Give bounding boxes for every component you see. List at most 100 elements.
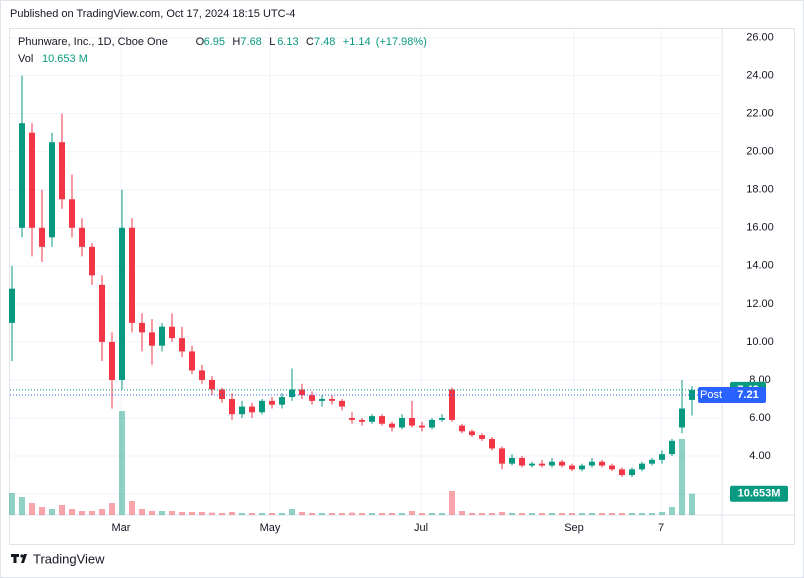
candle-body — [439, 418, 445, 420]
volume-bar — [69, 509, 75, 515]
volume-bar — [169, 511, 175, 515]
volume-bar — [249, 513, 255, 515]
legend-key: L — [269, 36, 275, 48]
volume-name: Vol — [18, 53, 33, 65]
volume-bar — [19, 497, 25, 515]
x-tick-label: Mar — [112, 522, 131, 534]
legend-value: 6.13 — [277, 36, 298, 48]
volume-box — [730, 485, 788, 502]
candle-body — [19, 123, 25, 228]
candle-body — [619, 469, 625, 476]
volume-bar — [89, 511, 95, 515]
candle-body — [519, 457, 525, 466]
candle-body — [99, 284, 105, 342]
y-tick-label: 12.00 — [746, 298, 774, 310]
volume-bar — [59, 505, 65, 515]
volume-bar — [299, 512, 305, 515]
volume-bar — [119, 411, 125, 515]
change: +1.14 — [343, 36, 371, 48]
candle-body — [119, 227, 125, 380]
volume-bar — [589, 513, 595, 515]
candle-body — [609, 465, 615, 470]
candle-body — [389, 423, 395, 428]
volume-bar — [419, 513, 425, 515]
volume-bar — [179, 512, 185, 515]
volume-bar — [349, 512, 355, 515]
title: Phunware, Inc., 1D, Cboe One — [18, 36, 168, 48]
volume-bar — [289, 509, 295, 515]
y-tick-label: 6.00 — [749, 412, 770, 424]
candle-body — [279, 397, 285, 405]
volume-bar — [39, 507, 45, 515]
candle-body — [139, 322, 145, 333]
candle-body — [249, 406, 255, 413]
candle-body — [359, 419, 365, 422]
post-box — [698, 386, 766, 403]
volume-bar — [409, 511, 415, 515]
volume-bar — [149, 511, 155, 515]
candle-body — [369, 416, 375, 422]
candle-body — [89, 246, 95, 276]
legend-value: 6.95 — [204, 36, 225, 48]
volume-bar — [279, 513, 285, 515]
post-label: Post — [700, 389, 722, 401]
volume-bar — [459, 511, 465, 515]
candle-body — [409, 418, 415, 426]
candle-body — [659, 454, 665, 460]
candle-body — [9, 288, 15, 323]
volume-bar — [269, 513, 275, 515]
published: Published on TradingView.com, Oct 17, 20… — [10, 8, 295, 20]
volume-bar — [449, 491, 455, 515]
volume-bar — [139, 509, 145, 515]
legend-value: 7.68 — [240, 36, 261, 48]
volume-bar — [159, 511, 165, 515]
volume-bar — [549, 513, 555, 515]
candle-body — [469, 431, 475, 436]
volume-bar — [569, 513, 575, 515]
candle-body — [259, 400, 265, 413]
candle-body — [79, 227, 85, 247]
legend-value: 7.48 — [314, 36, 335, 48]
volume-bar — [49, 509, 55, 515]
volume-bar — [679, 439, 685, 515]
candle-body — [179, 338, 185, 352]
candle-body — [669, 440, 675, 455]
volume-bar — [99, 509, 105, 515]
legend-key: H — [232, 36, 240, 48]
volume-bar — [79, 511, 85, 515]
volume-bar — [359, 513, 365, 515]
volume-bar — [319, 513, 325, 515]
candle-body — [329, 398, 335, 401]
volume-bar — [259, 513, 265, 515]
brand: TradingView — [33, 551, 105, 566]
volume-bar — [219, 513, 225, 515]
volume-bar — [339, 513, 345, 515]
y-tick-label: 20.00 — [746, 146, 774, 158]
candle-body — [239, 406, 245, 415]
candle-body — [339, 400, 345, 407]
candle-body — [479, 435, 485, 439]
candle-body — [269, 400, 275, 405]
volume-bar — [369, 513, 375, 515]
candle-body — [379, 416, 385, 424]
volume-bar — [399, 513, 405, 515]
candle-body — [539, 463, 545, 466]
volume-bar — [579, 513, 585, 515]
volume-legend: 10.653 M — [42, 53, 88, 65]
volume-bar — [529, 513, 535, 515]
candle-body — [429, 419, 435, 428]
candle-body — [299, 389, 305, 396]
candle-body — [49, 142, 55, 238]
volume-bar — [499, 512, 505, 515]
volume-bar — [389, 513, 395, 515]
volume-bar — [189, 512, 195, 515]
y-tick-label: 10.00 — [746, 336, 774, 348]
candle-body — [679, 408, 685, 428]
x-tick-label: Sep — [564, 522, 584, 534]
candle-body — [559, 461, 565, 466]
candle-body — [229, 398, 235, 415]
y-tick-label: 4.00 — [749, 450, 770, 462]
candle-body — [549, 461, 555, 466]
footer-logo — [11, 554, 27, 563]
candle-body — [649, 459, 655, 464]
